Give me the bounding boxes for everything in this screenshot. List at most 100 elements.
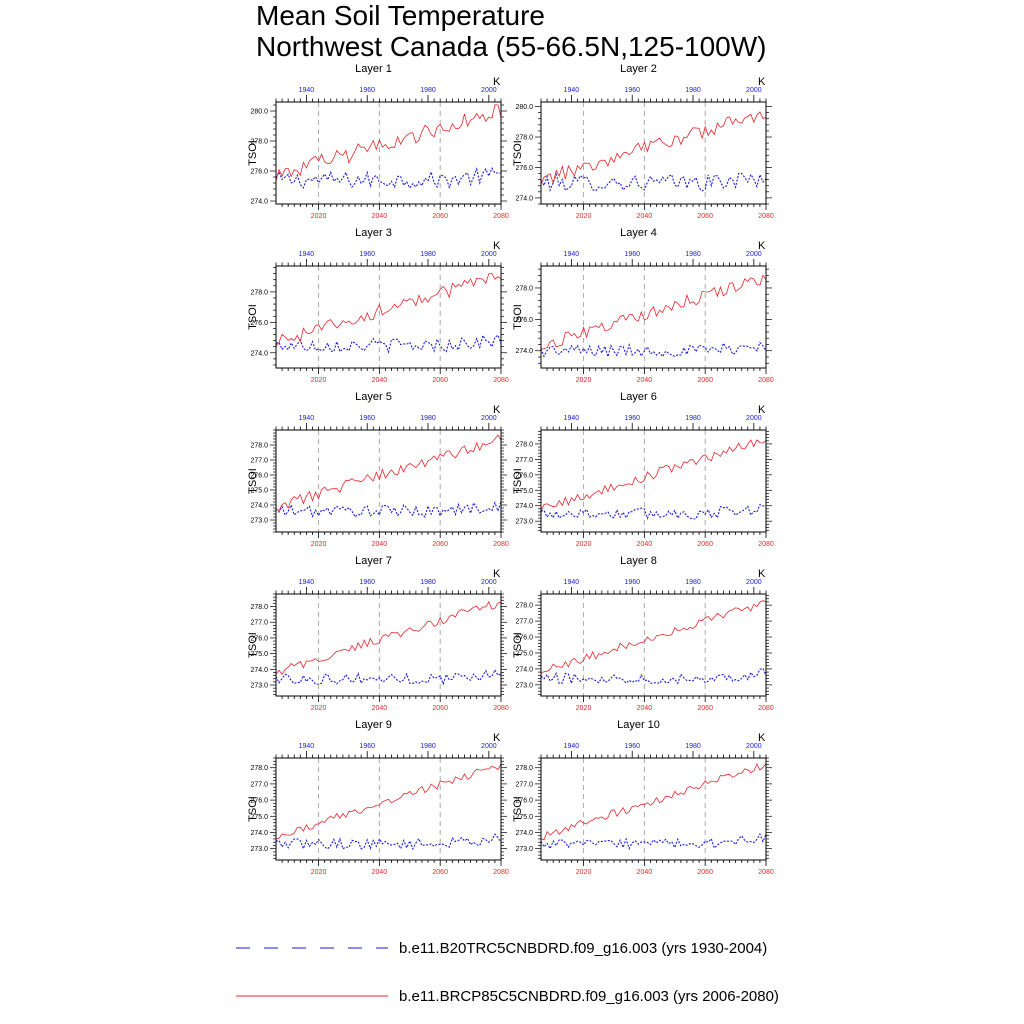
y-axis-label: TSOI bbox=[247, 140, 259, 166]
units-label: K bbox=[758, 404, 766, 416]
hist-series-line bbox=[275, 334, 502, 354]
y-axis-label: TSOI bbox=[247, 632, 259, 658]
hist-series-line bbox=[540, 832, 767, 851]
top-tick-label: 1980 bbox=[685, 87, 701, 94]
top-tick-label: 1960 bbox=[624, 415, 640, 422]
units-label: K bbox=[493, 732, 501, 744]
top-tick-label: 1980 bbox=[685, 251, 701, 258]
top-tick-label: 2000 bbox=[746, 251, 762, 258]
y-tick-label: 274.0 bbox=[515, 830, 533, 837]
top-tick-label: 1980 bbox=[420, 415, 436, 422]
y-tick-label: 276.0 bbox=[250, 169, 268, 176]
top-tick-label: 1940 bbox=[564, 579, 580, 586]
plot-frame bbox=[540, 265, 767, 369]
future-series-line bbox=[540, 274, 767, 350]
y-tick-label: 275.0 bbox=[515, 488, 533, 495]
bottom-tick-label: 2040 bbox=[637, 869, 653, 876]
plot-frame bbox=[540, 101, 767, 205]
panel-title: Layer 10 bbox=[617, 719, 660, 731]
bottom-tick-label: 2040 bbox=[372, 705, 388, 712]
y-tick-label: 276.0 bbox=[515, 635, 533, 642]
y-tick-label: 273.0 bbox=[250, 518, 268, 525]
bottom-tick-label: 2080 bbox=[493, 541, 509, 548]
panel-6: Layer 6 K TSOI 1940 1960 1980 2000 2020 2040 2060… bbox=[512, 391, 774, 548]
y-tick-label: 276.0 bbox=[250, 798, 268, 805]
bottom-tick-label: 2020 bbox=[576, 705, 592, 712]
bottom-tick-label: 2080 bbox=[758, 869, 774, 876]
panel-title: Layer 9 bbox=[355, 719, 392, 731]
y-tick-label: 275.0 bbox=[250, 488, 268, 495]
y-tick-label: 276.0 bbox=[515, 317, 533, 324]
y-tick-label: 274.0 bbox=[250, 503, 268, 510]
y-tick-label: 278.0 bbox=[250, 604, 268, 611]
future-series-line bbox=[275, 763, 502, 840]
y-tick-label: 273.0 bbox=[250, 846, 268, 853]
top-tick-label: 1940 bbox=[299, 87, 315, 94]
y-tick-label: 273.0 bbox=[515, 519, 533, 526]
bottom-tick-label: 2060 bbox=[432, 213, 448, 220]
bottom-tick-label: 2060 bbox=[697, 213, 713, 220]
y-tick-label: 277.0 bbox=[515, 457, 533, 464]
top-tick-label: 1980 bbox=[420, 743, 436, 750]
y-axis-label: TSOI bbox=[247, 796, 259, 822]
top-tick-label: 2000 bbox=[746, 579, 762, 586]
y-axis-label: TSOI bbox=[247, 468, 259, 494]
units-label: K bbox=[758, 240, 766, 252]
y-tick-label: 273.0 bbox=[250, 683, 268, 690]
y-tick-label: 278.0 bbox=[515, 285, 533, 292]
bottom-tick-label: 2040 bbox=[637, 213, 653, 220]
bottom-tick-label: 2060 bbox=[432, 377, 448, 384]
y-tick-label: 275.0 bbox=[250, 814, 268, 821]
units-label: K bbox=[758, 732, 766, 744]
bottom-tick-label: 2020 bbox=[311, 705, 327, 712]
top-tick-label: 1960 bbox=[624, 87, 640, 94]
top-tick-label: 2000 bbox=[481, 87, 497, 94]
plot-frame bbox=[275, 265, 502, 369]
top-tick-label: 1960 bbox=[624, 743, 640, 750]
y-tick-label: 278.0 bbox=[515, 135, 533, 142]
y-tick-label: 278.0 bbox=[250, 443, 268, 450]
chart-title-line1: Mean Soil Temperature bbox=[256, 0, 545, 31]
y-tick-label: 273.0 bbox=[515, 846, 533, 853]
panel-2: Layer 2 K TSOI 1940 1960 1980 2000 2020 2040 2060… bbox=[512, 63, 774, 220]
plot-frame bbox=[275, 757, 502, 861]
bottom-tick-label: 2080 bbox=[493, 869, 509, 876]
y-tick-label: 276.0 bbox=[515, 165, 533, 172]
y-tick-label: 274.0 bbox=[250, 199, 268, 206]
panel-title: Layer 2 bbox=[620, 63, 657, 75]
units-label: K bbox=[493, 404, 501, 416]
bottom-tick-label: 2020 bbox=[311, 213, 327, 220]
top-tick-label: 1960 bbox=[624, 251, 640, 258]
top-tick-label: 1940 bbox=[564, 415, 580, 422]
bottom-tick-label: 2060 bbox=[697, 705, 713, 712]
panel-7: Layer 7 K TSOI 1940 1960 1980 2000 2020 2040 2060… bbox=[247, 555, 509, 712]
plot-frame bbox=[540, 593, 767, 697]
bottom-tick-label: 2080 bbox=[493, 213, 509, 220]
top-tick-label: 1980 bbox=[420, 87, 436, 94]
bottom-tick-label: 2020 bbox=[311, 869, 327, 876]
bottom-tick-label: 2060 bbox=[697, 869, 713, 876]
top-tick-label: 1940 bbox=[299, 579, 315, 586]
panel-title: Layer 4 bbox=[620, 227, 657, 239]
hist-series-line bbox=[540, 667, 767, 686]
future-series-line bbox=[540, 600, 767, 675]
panel-3: Layer 3 K TSOI 1940 1960 1980 2000 2020 2040 2060… bbox=[247, 227, 509, 384]
y-tick-label: 276.0 bbox=[515, 798, 533, 805]
y-tick-label: 280.0 bbox=[515, 104, 533, 111]
panel-title: Layer 8 bbox=[620, 555, 657, 567]
bottom-tick-label: 2080 bbox=[758, 213, 774, 220]
future-series-line bbox=[275, 104, 502, 182]
top-tick-label: 2000 bbox=[481, 415, 497, 422]
bottom-tick-label: 2020 bbox=[311, 377, 327, 384]
bottom-tick-label: 2080 bbox=[758, 541, 774, 548]
y-tick-label: 274.0 bbox=[250, 667, 268, 674]
units-label: K bbox=[493, 240, 501, 252]
y-axis-label: TSOI bbox=[512, 796, 524, 822]
top-tick-label: 1960 bbox=[359, 87, 375, 94]
top-tick-label: 1940 bbox=[564, 87, 580, 94]
y-tick-label: 278.0 bbox=[250, 139, 268, 146]
top-tick-label: 2000 bbox=[481, 579, 497, 586]
panel-8: Layer 8 K TSOI 1940 1960 1980 2000 2020 2040 2060… bbox=[512, 555, 774, 712]
top-tick-label: 1940 bbox=[299, 743, 315, 750]
